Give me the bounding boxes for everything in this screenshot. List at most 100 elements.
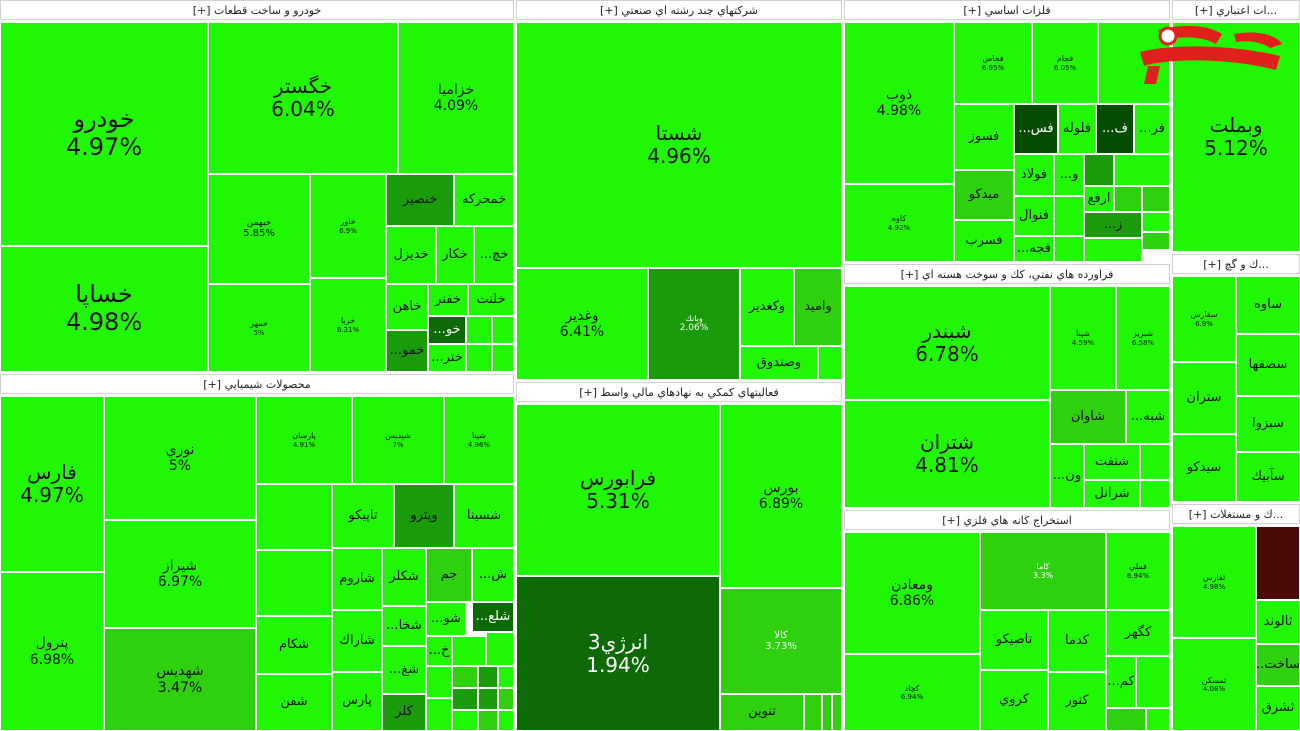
tile-shkolor[interactable]: شكلر — [382, 548, 426, 606]
sector-header-metals[interactable]: فلزات اساسي [+] — [844, 0, 1170, 20]
tile-on[interactable]: ...ون — [1050, 444, 1084, 508]
sector-header-multi[interactable]: شركتهاي چند رشته اي صنعتي [+] — [516, 0, 842, 20]
tile-small[interactable] — [1142, 212, 1170, 232]
sector-header-finance[interactable]: فعاليتهاي كمكي به نهادهاي مالي واسط [+] — [516, 382, 842, 402]
tile-shnaft[interactable]: شنفت — [1084, 444, 1140, 480]
tile-khch[interactable]: ...خچ — [474, 226, 514, 284]
tile-kalar[interactable]: كلر — [382, 694, 426, 731]
tile-chem2[interactable]: شپديس 7% — [352, 396, 444, 484]
tile-min1[interactable]: فملي 6.94% — [1106, 532, 1170, 610]
tile-khansir[interactable]: خنصير — [386, 174, 454, 226]
sector-header-oil[interactable]: فراورده هاي نفتي، كك و سوخت هسته اي [+] — [844, 264, 1170, 284]
tile-khahan[interactable]: خاهن — [386, 284, 428, 330]
sector-header-chem[interactable]: محصولات شيميايي [+] — [0, 374, 514, 394]
tile-fnavar[interactable]: فنوال — [1014, 196, 1054, 236]
tile-small[interactable] — [1140, 480, 1170, 508]
tile-vo[interactable]: ...و — [1054, 154, 1084, 196]
tile-small[interactable] — [1142, 186, 1170, 212]
tile-jam[interactable]: جم — [426, 548, 472, 602]
sector-header-cement[interactable]: ...ك و گچ [+] — [1172, 254, 1300, 274]
tile-khfanar[interactable]: خفنر — [428, 284, 468, 316]
tile-small[interactable] — [498, 710, 514, 731]
tile-chem3[interactable]: شپنا 4.96% — [444, 396, 514, 484]
tile-fsa[interactable]: ...فس — [1014, 104, 1058, 154]
sector-header-credit[interactable]: ...ات اعتباري [+] — [1172, 0, 1300, 20]
sector-header-auto[interactable]: خودرو و ساخت قطعات [+] — [0, 0, 514, 20]
tile-small[interactable] — [478, 666, 498, 688]
tile-vbank[interactable]: وبانك 2.06% — [648, 268, 740, 380]
tile-shasta[interactable]: شستا 4.96% — [516, 22, 842, 268]
tile-small[interactable] — [804, 694, 822, 731]
tile-metal-top1[interactable]: فخاس 6.95% — [954, 22, 1032, 104]
tile-shbandar[interactable]: شبندر 6.78% — [844, 286, 1050, 400]
tile-small[interactable] — [832, 694, 842, 731]
tile-tmaskan[interactable]: ثمسكن 4.08% — [1172, 638, 1256, 731]
tile-kroi[interactable]: كروي — [980, 670, 1048, 731]
tile-kaveh[interactable]: كاوه 4.92% — [844, 184, 954, 262]
tile-khbahman[interactable]: خبهمن 5.85% — [208, 174, 310, 284]
tile-tonin[interactable]: تنوين — [720, 694, 804, 731]
tile-small[interactable] — [426, 666, 452, 698]
tile-kchad[interactable]: كچاد 6.94% — [844, 654, 980, 731]
tile-khmoh[interactable]: ...خمو — [386, 330, 428, 372]
tile-tshargh[interactable]: ثشرق — [1256, 686, 1300, 731]
tile-arfa[interactable]: ارفع — [1084, 186, 1114, 212]
tile-kala[interactable]: كالا 3.73% — [720, 588, 842, 694]
tile-small[interactable] — [1084, 238, 1142, 262]
tile-noori[interactable]: نوري 5% — [104, 396, 256, 520]
tile-small[interactable] — [452, 636, 486, 666]
tile-kgohar[interactable]: كگهر — [1106, 610, 1170, 656]
tile-small[interactable] — [466, 316, 492, 344]
tile-shoo[interactable]: ...شو — [426, 602, 466, 636]
tile-small[interactable] — [452, 710, 478, 731]
tile-saveh[interactable]: ساوه — [1236, 276, 1300, 334]
tile-vamid[interactable]: واميد — [794, 268, 842, 346]
tile-shaaroom[interactable]: شاروم — [332, 548, 382, 610]
tile-vkghadir[interactable]: وكغدير — [740, 268, 794, 346]
tile-small[interactable] — [466, 344, 492, 372]
tile-tlund[interactable]: ثالوند — [1256, 600, 1300, 644]
tile-small[interactable] — [492, 316, 514, 344]
tile-chem1[interactable]: پارسان 4.91% — [256, 396, 352, 484]
tile-vghadir[interactable]: وغدير 6.41% — [516, 268, 648, 380]
tile-shsh[interactable]: ...ش — [472, 548, 514, 602]
tile-khavar[interactable]: خاور 6.9% — [310, 174, 386, 278]
tile-zob[interactable]: ذوب 4.98% — [844, 22, 954, 184]
tile-kh2[interactable]: ...خ — [426, 636, 452, 666]
sector-header-mining[interactable]: استخراج كانه هاي فلزي [+] — [844, 510, 1170, 530]
tile-small[interactable] — [478, 688, 498, 710]
tile-small[interactable] — [498, 688, 514, 710]
tile-oil2[interactable]: شبريز 6.58% — [1116, 286, 1170, 390]
tile-tasiko[interactable]: تاصيكو — [980, 610, 1048, 670]
tile-khdiz[interactable]: خديزل — [386, 226, 436, 284]
tile-small[interactable] — [1142, 232, 1170, 250]
tile-sitran[interactable]: ستران — [1172, 362, 1236, 434]
tile-small[interactable] — [1146, 708, 1170, 731]
tile-foolad[interactable]: فولاد — [1014, 154, 1054, 196]
tile-kam[interactable]: ...كم — [1106, 656, 1136, 708]
tile-shazak[interactable]: شاراك — [332, 610, 382, 672]
tile-khoo[interactable]: ...خو — [428, 316, 466, 344]
tile-fsarab[interactable]: فسرب — [954, 220, 1014, 262]
tile-small[interactable] — [1140, 444, 1170, 480]
sector-header-realestate[interactable]: ...ك و مستغلات [+] — [1172, 504, 1300, 524]
tile-khlent[interactable]: خلنت — [468, 284, 514, 316]
tile-tfars[interactable]: ثفارس 4.98% — [1172, 526, 1256, 638]
tile-fars[interactable]: فارس 4.97% — [0, 396, 104, 572]
tile-shbiye[interactable]: ...شبه — [1126, 390, 1170, 444]
tile-shfan[interactable]: شفن — [256, 674, 332, 731]
tile-khgostar[interactable]: خگستر 6.04% — [208, 22, 398, 174]
tile-paars[interactable]: پارس — [332, 672, 382, 731]
tile-sesfaha[interactable]: سصفها — [1236, 334, 1300, 396]
tile-khzamia[interactable]: خزاميا 4.09% — [398, 22, 514, 174]
tile-shahdis[interactable]: شهديس 3.47% — [104, 628, 256, 731]
tile-shaa[interactable]: ...شغ — [382, 646, 426, 694]
tile-oil1[interactable]: شپنا 4.59% — [1050, 286, 1116, 390]
tile-small[interactable] — [1136, 656, 1170, 708]
tile-knoor[interactable]: كنور — [1048, 672, 1106, 731]
tile-shavan[interactable]: شاوان — [1050, 390, 1126, 444]
tile-small[interactable] — [426, 698, 452, 731]
tile-kama[interactable]: كاما 3.3% — [980, 532, 1106, 610]
tile-khria[interactable]: خريا 6.31% — [310, 278, 386, 372]
tile-shkha[interactable]: ...شخا — [382, 606, 426, 646]
